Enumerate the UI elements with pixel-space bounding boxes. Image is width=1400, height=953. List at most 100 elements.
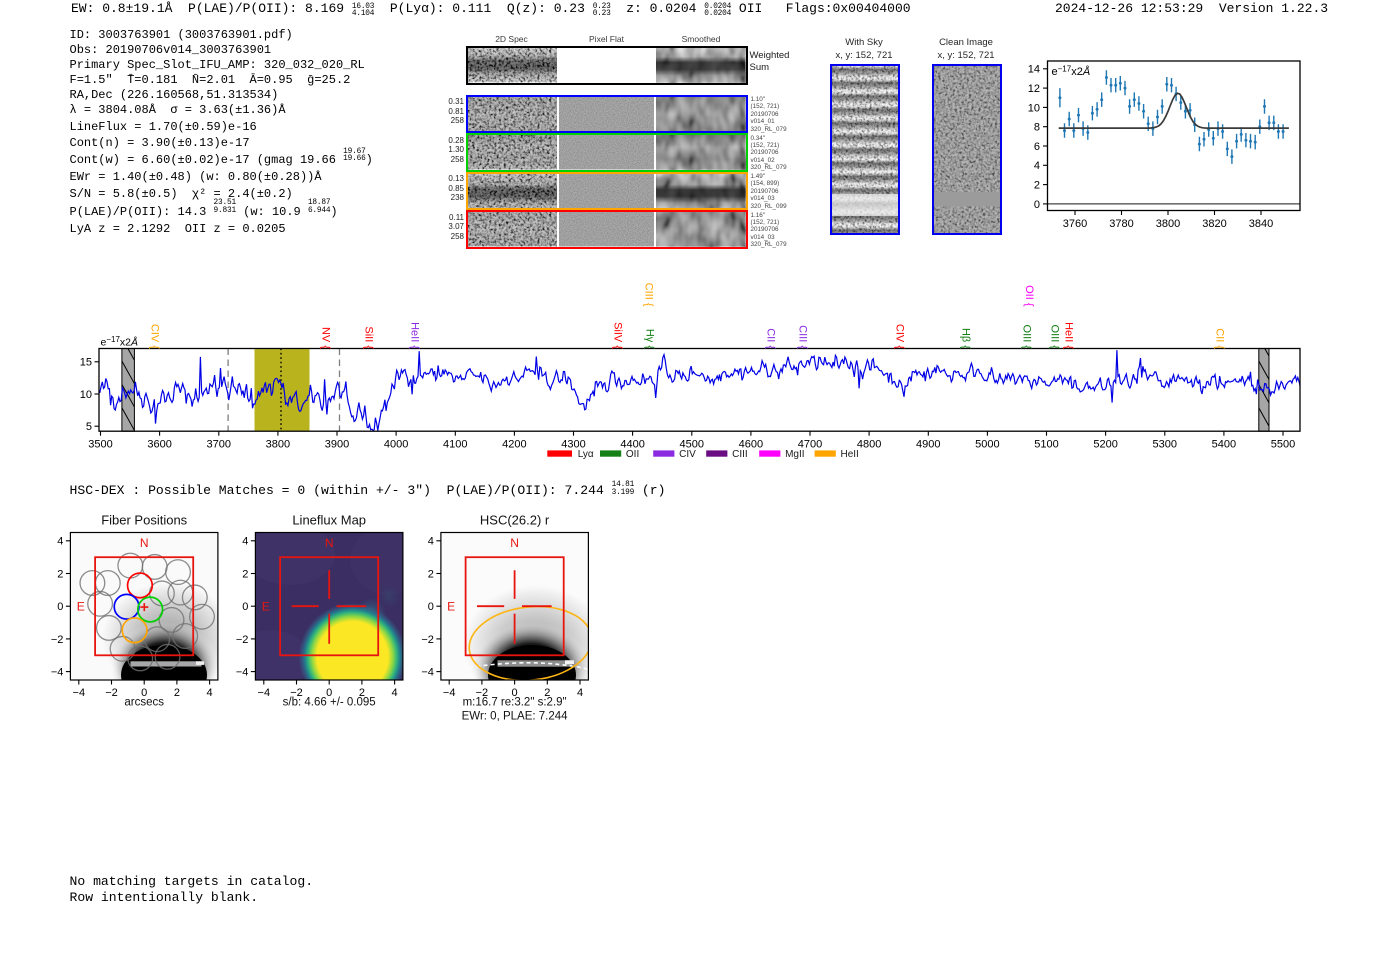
svg-text:4: 4	[392, 687, 398, 699]
svg-text:E: E	[77, 599, 85, 613]
svg-text:−2: −2	[476, 687, 489, 699]
svg-text:12: 12	[1028, 83, 1040, 95]
svg-text:3800: 3800	[1156, 218, 1180, 230]
svg-text:3760: 3760	[1063, 218, 1087, 230]
svg-text:Lyα: Lyα	[578, 449, 594, 460]
svg-text:4500: 4500	[680, 438, 704, 450]
svg-text:2: 2	[544, 687, 550, 699]
svg-text:0: 0	[242, 601, 248, 613]
svg-text:NV {: NV {	[320, 327, 332, 349]
svg-text:N: N	[510, 536, 519, 550]
svg-text:15: 15	[80, 357, 92, 369]
svg-text:E: E	[447, 599, 455, 613]
svg-text:4: 4	[428, 536, 434, 548]
svg-text:3780: 3780	[1109, 218, 1133, 230]
svg-text:5: 5	[86, 421, 92, 433]
svg-text:CIII {: CIII {	[797, 325, 809, 349]
svg-text:2: 2	[174, 687, 180, 699]
svg-text:OIII {: OIII {	[1021, 325, 1033, 350]
svg-text:2: 2	[359, 687, 365, 699]
svg-text:−4: −4	[236, 667, 249, 679]
svg-text:3820: 3820	[1202, 218, 1226, 230]
svg-text:5300: 5300	[1153, 438, 1177, 450]
svg-text:2: 2	[1034, 180, 1040, 192]
svg-text:3840: 3840	[1249, 218, 1273, 230]
svg-text:CIV {: CIV {	[894, 324, 906, 349]
svg-text:EWr: 0, PLAE: 7.244: EWr: 0, PLAE: 7.244	[462, 711, 569, 723]
svg-text:2: 2	[57, 568, 63, 580]
svg-text:4700: 4700	[798, 438, 822, 450]
svg-text:−4: −4	[421, 667, 434, 679]
svg-text:−2: −2	[290, 687, 303, 699]
svg-text:4: 4	[1034, 160, 1040, 172]
svg-text:−4: −4	[73, 687, 86, 699]
svg-text:−2: −2	[51, 634, 64, 646]
svg-text:4400: 4400	[620, 438, 644, 450]
svg-text:HeII {: HeII {	[1063, 322, 1075, 349]
svg-text:OII: OII	[626, 449, 639, 460]
svg-text:5400: 5400	[1212, 438, 1236, 450]
svg-text:5200: 5200	[1093, 438, 1117, 450]
svg-text:14: 14	[1028, 64, 1040, 76]
svg-text:0: 0	[141, 687, 147, 699]
svg-text:4000: 4000	[384, 438, 408, 450]
svg-text:e−17x2Å: e−17x2Å	[101, 335, 139, 348]
svg-text:−2: −2	[105, 687, 118, 699]
svg-text:8: 8	[1034, 122, 1040, 134]
svg-text:HSC(26.2) r: HSC(26.2) r	[480, 513, 550, 528]
svg-text:s/b: 4.66 +/- 0.095: s/b: 4.66 +/- 0.095	[283, 697, 376, 709]
svg-text:3900: 3900	[325, 438, 349, 450]
svg-text:3600: 3600	[147, 438, 171, 450]
svg-text:Hβ {: Hβ {	[960, 328, 972, 349]
svg-text:5100: 5100	[1034, 438, 1058, 450]
svg-text:OII {: OII {	[1023, 285, 1035, 307]
svg-text:0: 0	[326, 687, 332, 699]
svg-text:4800: 4800	[857, 438, 881, 450]
svg-text:10: 10	[1028, 102, 1040, 114]
svg-text:MgII: MgII	[785, 449, 804, 460]
svg-text:−4: −4	[258, 687, 271, 699]
svg-text:4: 4	[207, 687, 213, 699]
svg-text:CIV {: CIV {	[149, 324, 161, 349]
svg-text:4100: 4100	[443, 438, 467, 450]
svg-text:HeII {: HeII {	[409, 322, 421, 349]
svg-text:5000: 5000	[975, 438, 999, 450]
svg-text:E: E	[262, 599, 270, 613]
svg-text:3700: 3700	[207, 438, 231, 450]
svg-text:−4: −4	[443, 687, 456, 699]
svg-text:−4: −4	[51, 667, 64, 679]
svg-text:4900: 4900	[916, 438, 940, 450]
svg-text:HeII: HeII	[841, 449, 859, 460]
svg-text:−2: −2	[421, 634, 434, 646]
svg-text:0: 0	[428, 601, 434, 613]
svg-text:Fiber Positions: Fiber Positions	[101, 513, 187, 528]
svg-text:Hγ {: Hγ {	[644, 329, 656, 350]
svg-text:m:16.7 re:3.2" s:2.9": m:16.7 re:3.2" s:2.9"	[463, 697, 567, 709]
svg-text:4: 4	[57, 536, 63, 548]
svg-text:CIV: CIV	[679, 449, 696, 460]
svg-text:6: 6	[1034, 141, 1040, 153]
svg-text:2: 2	[428, 568, 434, 580]
svg-text:SiIV {: SiIV {	[612, 322, 624, 349]
svg-text:arcsecs: arcsecs	[124, 697, 164, 709]
svg-text:4: 4	[577, 687, 583, 699]
svg-text:CII {: CII {	[1214, 328, 1226, 349]
svg-text:0: 0	[512, 687, 518, 699]
svg-text:Lineflux Map: Lineflux Map	[292, 513, 366, 528]
svg-text:N: N	[325, 536, 334, 550]
svg-text:2: 2	[242, 568, 248, 580]
svg-text:N: N	[140, 536, 149, 550]
svg-text:3500: 3500	[88, 438, 112, 450]
svg-text:0: 0	[1034, 199, 1040, 211]
svg-text:4200: 4200	[502, 438, 526, 450]
svg-text:10: 10	[80, 389, 92, 401]
svg-text:5500: 5500	[1271, 438, 1295, 450]
svg-text:4600: 4600	[739, 438, 763, 450]
svg-text:0: 0	[57, 601, 63, 613]
svg-text:4: 4	[242, 536, 248, 548]
svg-text:4300: 4300	[561, 438, 585, 450]
svg-text:−2: −2	[236, 634, 249, 646]
svg-text:e−17x2Å: e−17x2Å	[1052, 65, 1091, 79]
svg-text:SiII {: SiII {	[363, 326, 375, 349]
svg-text:CII {: CII {	[765, 328, 777, 349]
